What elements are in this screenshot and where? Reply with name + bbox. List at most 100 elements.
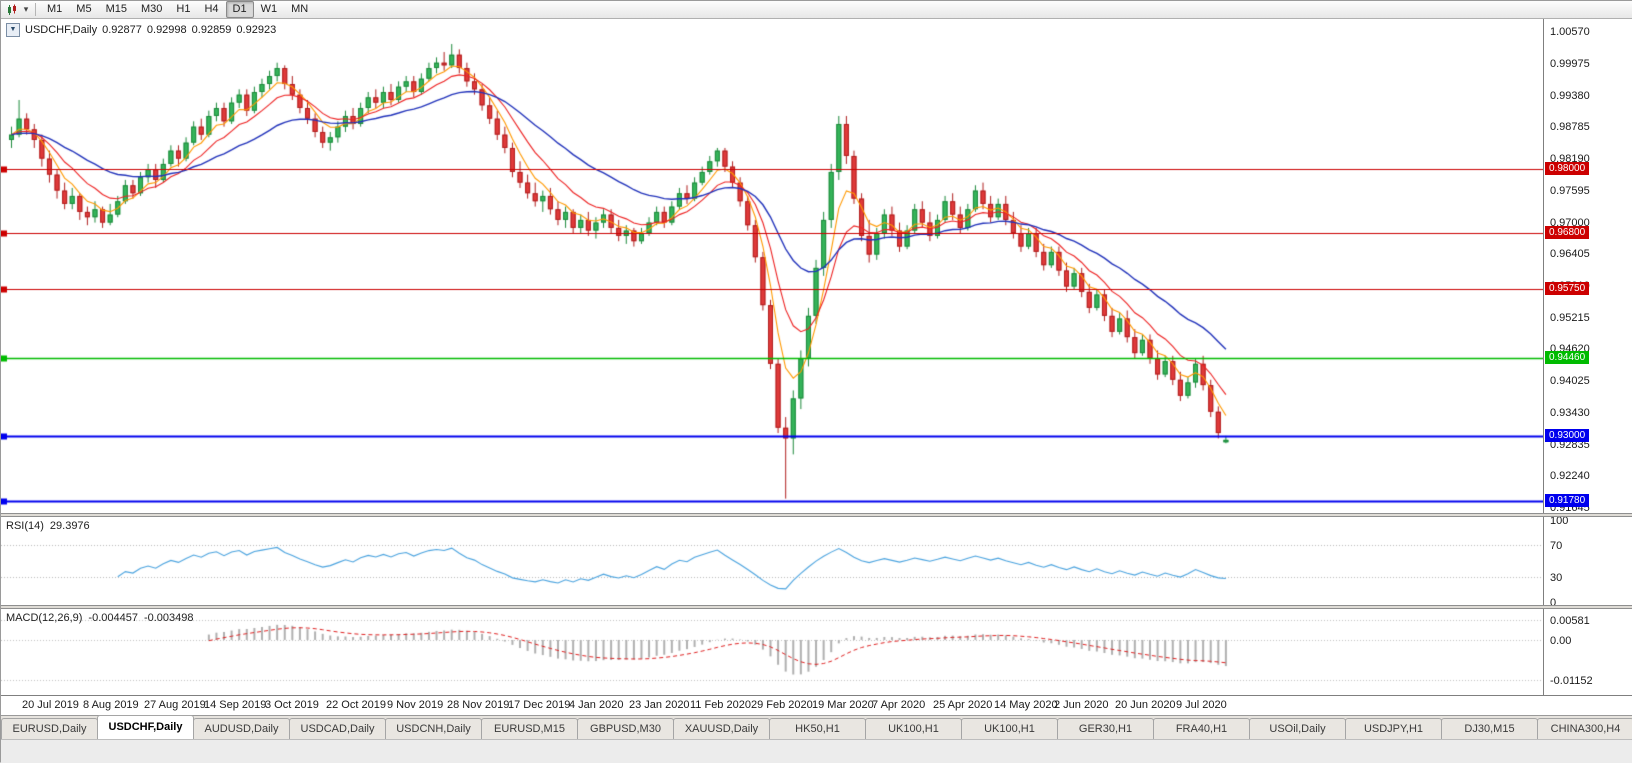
time-axis-label: 17 Dec 2019: [508, 699, 571, 711]
chart-tab-china300-h4[interactable]: CHINA300,H4: [1537, 718, 1632, 739]
time-axis-label: 14 May 2020: [994, 699, 1058, 711]
price-scale[interactable]: 1.00570 0.99975 0.99380 0.98785 0.98190 0.975…: [1543, 19, 1632, 695]
chart-tab-eurusd-m15[interactable]: EURUSD,M15: [481, 718, 578, 739]
price-level-label: 0.98000: [1545, 162, 1590, 175]
timeframe-button-m5[interactable]: M5: [76, 3, 92, 15]
price-level-label: 0.94460: [1545, 351, 1590, 364]
time-axis-label: 7 Apr 2020: [872, 699, 926, 711]
timeframe-buttons: M1 M5 M15 M30 H1 H4 D1 W1 MN: [40, 1, 315, 18]
price-scale-tick: 0.98785: [1550, 121, 1590, 133]
timeframe-button-m1[interactable]: M1: [47, 3, 63, 15]
price-scale-tick: 0.92835: [1550, 439, 1590, 451]
time-axis-label: 29 Feb 2020: [751, 699, 813, 711]
time-axis-label: 19 Mar 2020: [812, 699, 874, 711]
timeframe-button-w1[interactable]: W1: [260, 3, 278, 15]
chart-tab-eurusd-daily[interactable]: EURUSD,Daily: [1, 718, 98, 739]
macd-scale-tick: -0.01152: [1550, 675, 1593, 687]
macd-title: MACD(12,26,9) -0.004457 -0.003498: [6, 612, 194, 624]
timeframe-button-mn[interactable]: MN: [291, 3, 309, 15]
chart-tab-xauusd-daily[interactable]: XAUUSD,Daily: [673, 718, 770, 739]
chart-tab-usdcad-daily[interactable]: USDCAD,Daily: [289, 718, 386, 739]
time-axis-label: 25 Apr 2020: [933, 699, 993, 711]
price-scale-tick: 0.92240: [1550, 470, 1590, 482]
time-axis-label: 23 Jan 2020: [629, 699, 690, 711]
time-axis-label: 2 Jun 2020: [1054, 699, 1109, 711]
price-chart-panel: [1, 19, 1543, 513]
price-chart-canvas[interactable]: [1, 19, 1543, 513]
status-bar: [1, 739, 1632, 763]
timeframe-button-d1[interactable]: D1: [225, 1, 254, 18]
timeframe-toolbar: ▾ M1 M5 M15 M30 H1 H4 D1 W1 MN: [1, 1, 1632, 19]
price-scale-tick: 0.96405: [1550, 248, 1590, 260]
chart-tab-uk100-h1[interactable]: UK100,H1: [961, 718, 1058, 739]
chart-tab-hk50-h1[interactable]: HK50,H1: [769, 718, 866, 739]
chart-tab-ger30-h1[interactable]: GER30,H1: [1057, 718, 1154, 739]
rsi-panel: [1, 517, 1543, 605]
macd-value-main: -0.004457: [88, 612, 138, 624]
price-scale-tick: 1.00570: [1550, 26, 1590, 38]
candlestick-chart-icon[interactable]: [4, 3, 20, 17]
macd-scale-tick: 0.00: [1550, 635, 1572, 647]
rsi-scale-tick: 30: [1550, 572, 1563, 584]
ohlc-close: 0.92923: [236, 24, 277, 36]
chevron-down-icon[interactable]: ▾: [23, 4, 29, 14]
price-scale-tick: 0.95215: [1550, 312, 1590, 324]
time-axis-label: 4 Jan 2020: [569, 699, 624, 711]
rsi-scale-tick: 100: [1550, 515, 1569, 527]
chart-tab-usoil-daily[interactable]: USOil,Daily: [1249, 718, 1346, 739]
ohlc-low: 0.92859: [191, 24, 232, 36]
price-level-label: 0.95750: [1545, 282, 1590, 295]
panel-splitter-rsi[interactable]: [1, 513, 1632, 517]
time-axis-label: 20 Jul 2019: [22, 699, 79, 711]
price-level-label: 0.91780: [1545, 494, 1590, 507]
price-level-label: 0.96800: [1545, 226, 1590, 239]
macd-canvas[interactable]: [1, 609, 1543, 695]
collapse-chart-icon[interactable]: ▼: [6, 23, 20, 37]
rsi-label: RSI(14): [6, 520, 44, 532]
ohlc-high: 0.92998: [146, 24, 187, 36]
chart-tab-fra40-h1[interactable]: FRA40,H1: [1153, 718, 1250, 739]
chart-tab-usdjpy-h1[interactable]: USDJPY,H1: [1345, 718, 1442, 739]
rsi-scale-tick: 0: [1550, 597, 1557, 609]
chart-tab-usdchf-daily[interactable]: USDCHF,Daily: [97, 715, 194, 739]
chart-tab-uk100-h1[interactable]: UK100,H1: [865, 718, 962, 739]
chart-tab-gbpusd-m30[interactable]: GBPUSD,M30: [577, 718, 674, 739]
time-axis-label: 9 Nov 2019: [387, 699, 444, 711]
chart-tab-bar: EURUSD,Daily USDCHF,Daily AUDUSD,Daily USDC…: [1, 715, 1632, 739]
ohlc-open: 0.92877: [102, 24, 142, 36]
time-axis-label: 27 Aug 2019: [144, 699, 206, 711]
panel-splitter-macd[interactable]: [1, 605, 1632, 609]
timeframe-button-h1[interactable]: H1: [176, 3, 191, 15]
time-axis-label: 28 Nov 2019: [447, 699, 510, 711]
timeframe-button-m15[interactable]: M15: [105, 3, 127, 15]
rsi-title: RSI(14) 29.3976: [6, 520, 90, 532]
time-axis-label: 14 Sep 2019: [204, 699, 267, 711]
timeframe-button-m30[interactable]: M30: [140, 3, 163, 15]
chart-title: ▼ USDCHF,Daily 0.92877 0.92998 0.92859 0…: [6, 23, 276, 37]
price-level-label: 0.93000: [1545, 429, 1590, 442]
macd-scale-tick: 0.00581: [1550, 615, 1590, 627]
time-axis-label: 3 Oct 2019: [265, 699, 319, 711]
time-axis[interactable]: 20 Jul 2019 8 Aug 2019 27 Aug 2019 14 Sep 2…: [1, 695, 1632, 715]
price-scale-tick: 0.97595: [1550, 185, 1590, 197]
time-axis-label: 22 Oct 2019: [326, 699, 386, 711]
time-axis-label: 11 Feb 2020: [690, 699, 751, 711]
price-scale-tick: 0.94025: [1550, 375, 1590, 387]
chart-tab-audusd-daily[interactable]: AUDUSD,Daily: [193, 718, 290, 739]
rsi-canvas[interactable]: [1, 517, 1543, 605]
macd-label: MACD(12,26,9): [6, 612, 83, 624]
chart-tab-dj30-m15[interactable]: DJ30,M15: [1441, 718, 1538, 739]
rsi-value: 29.3976: [49, 520, 90, 532]
price-scale-tick: 0.99975: [1550, 58, 1590, 70]
time-axis-label: 20 Jun 2020: [1115, 699, 1176, 711]
rsi-scale-tick: 70: [1550, 540, 1563, 552]
timeframe-button-h4[interactable]: H4: [204, 3, 219, 15]
time-axis-label: 9 Jul 2020: [1176, 699, 1227, 711]
toolbar-separator: [35, 3, 36, 16]
chart-tab-usdcnh-daily[interactable]: USDCNH,Daily: [385, 718, 482, 739]
price-scale-tick: 0.99380: [1550, 90, 1590, 102]
price-scale-tick: 0.93430: [1550, 407, 1590, 419]
macd-panel: [1, 609, 1543, 695]
macd-value-signal: -0.003498: [143, 612, 194, 624]
